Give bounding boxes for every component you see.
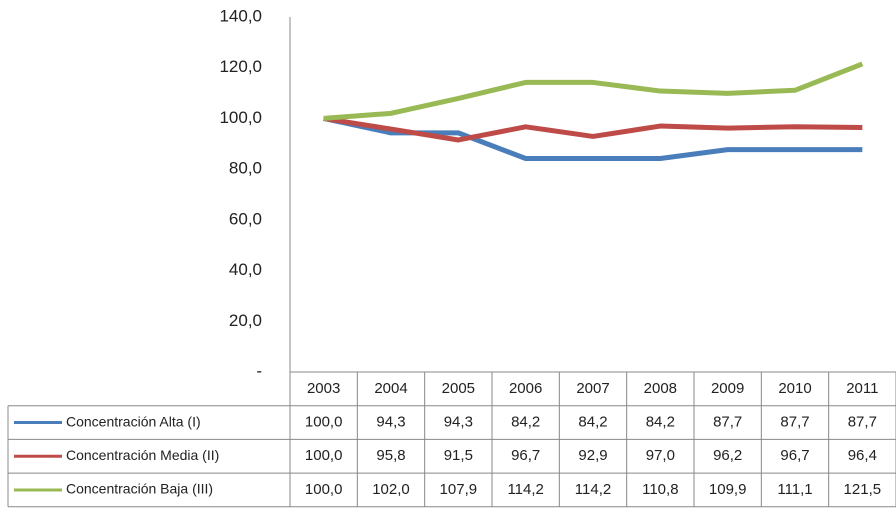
value-label: 100,0 [305,414,343,431]
value-label: 110,8 [642,481,678,498]
value-label: 92,9 [578,447,607,464]
value-label: 87,7 [713,414,742,431]
value-label: 96,2 [713,447,742,464]
series-line [323,115,863,143]
value-label: 94,3 [444,414,473,431]
value-label: 97,0 [646,447,675,464]
value-label: 87,7 [780,414,809,431]
value-label: 84,2 [511,414,540,431]
x-tick-label: 2010 [778,380,811,397]
y-tick-label: 100,0 [219,108,262,127]
value-label: 114,2 [575,481,611,498]
value-label: 107,9 [440,481,478,498]
value-label: 121,5 [844,481,882,498]
x-tick-label: 2011 [846,380,878,397]
value-label: 84,2 [578,414,607,431]
value-label: 114,2 [507,481,543,498]
value-label: 87,7 [848,414,877,431]
x-tick-label: 2008 [644,380,677,397]
y-tick-label: 60,0 [229,209,262,228]
series-line [323,61,864,121]
value-label: 100,0 [305,447,343,464]
x-tick-label: 2003 [307,380,340,397]
value-label: 109,9 [709,481,747,498]
y-tick-label: 20,0 [229,311,262,330]
value-label: 91,5 [444,447,473,464]
x-tick-label: 2004 [374,380,407,397]
value-label: 94,3 [376,414,405,431]
value-label: 111,1 [777,481,812,498]
value-label: 100,0 [305,481,343,498]
legend-label: Concentración Alta (I) [66,413,201,429]
legend-label: Concentración Baja (III) [66,481,213,497]
y-tick-label: 140,0 [219,6,262,25]
value-label: 96,7 [780,447,809,464]
value-label: 84,2 [646,414,675,431]
value-label: 96,4 [848,447,877,464]
value-label: 96,7 [511,447,540,464]
y-tick-label: 80,0 [229,159,262,178]
y-tick-label: 120,0 [219,57,262,76]
value-label: 95,8 [376,447,405,464]
y-tick-label: - [256,361,262,380]
value-label: 102,0 [372,481,410,498]
x-tick-label: 2006 [509,380,542,397]
y-tick-label: 40,0 [229,260,262,279]
x-tick-label: 2007 [576,380,609,397]
x-tick-label: 2009 [711,380,744,397]
legend-label: Concentración Media (II) [66,447,219,463]
x-tick-label: 2005 [442,380,475,397]
